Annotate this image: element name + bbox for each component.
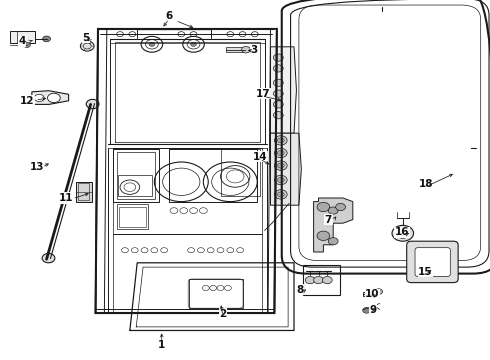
Polygon shape [270, 47, 296, 133]
Circle shape [277, 177, 284, 183]
Text: 14: 14 [252, 152, 267, 162]
Circle shape [317, 202, 330, 212]
Bar [189, 279, 243, 308]
Circle shape [336, 203, 345, 211]
Circle shape [277, 150, 284, 156]
Bar [113, 149, 159, 202]
Circle shape [274, 161, 287, 170]
Text: 1: 1 [158, 340, 165, 350]
Text: 2: 2 [220, 309, 226, 319]
Circle shape [328, 238, 338, 245]
Circle shape [277, 163, 284, 168]
Text: 10: 10 [365, 289, 380, 300]
Bar [303, 265, 340, 295]
Circle shape [392, 225, 414, 241]
Bar [118, 175, 152, 196]
Text: 6: 6 [166, 11, 172, 21]
Text: 8: 8 [296, 285, 303, 295]
Circle shape [273, 112, 283, 119]
Bar [363, 292, 372, 296]
Text: 3: 3 [250, 45, 257, 55]
Circle shape [34, 94, 44, 102]
Circle shape [274, 175, 287, 185]
Circle shape [273, 79, 283, 86]
Text: 18: 18 [419, 179, 434, 189]
Circle shape [86, 99, 99, 109]
Bar [78, 183, 89, 200]
Bar [76, 182, 92, 202]
Bar [119, 207, 146, 227]
Text: 15: 15 [418, 267, 433, 277]
Bar [117, 152, 155, 199]
Circle shape [80, 41, 94, 51]
Circle shape [277, 138, 284, 143]
Circle shape [42, 253, 55, 263]
Circle shape [48, 93, 60, 103]
Circle shape [274, 136, 287, 145]
Circle shape [396, 228, 410, 238]
Text: 12: 12 [20, 96, 34, 106]
Circle shape [322, 276, 332, 284]
Text: 4: 4 [18, 36, 26, 46]
Circle shape [149, 42, 155, 46]
Circle shape [273, 101, 283, 108]
Bar [169, 149, 257, 202]
Text: 9: 9 [370, 305, 377, 315]
Polygon shape [32, 91, 69, 104]
Bar [226, 47, 244, 52]
Circle shape [317, 231, 330, 240]
Bar [220, 149, 260, 196]
Bar [10, 31, 35, 43]
Circle shape [242, 46, 250, 53]
Text: 7: 7 [324, 215, 332, 225]
FancyBboxPatch shape [415, 248, 450, 276]
Circle shape [273, 54, 283, 61]
Circle shape [274, 148, 287, 158]
Text: 5: 5 [82, 33, 89, 43]
Text: 17: 17 [256, 89, 271, 99]
Text: 13: 13 [29, 162, 44, 172]
Circle shape [273, 90, 283, 97]
FancyBboxPatch shape [407, 241, 458, 283]
Circle shape [328, 207, 338, 214]
Text: 11: 11 [59, 193, 74, 203]
Circle shape [375, 289, 383, 294]
Polygon shape [314, 198, 353, 252]
Bar [117, 204, 148, 229]
Circle shape [277, 192, 284, 197]
Circle shape [274, 190, 287, 199]
Circle shape [24, 42, 30, 48]
Circle shape [314, 276, 323, 284]
Circle shape [43, 36, 50, 42]
Circle shape [363, 307, 370, 313]
Circle shape [273, 65, 283, 72]
Circle shape [399, 231, 406, 236]
Polygon shape [270, 133, 301, 205]
Circle shape [305, 276, 315, 284]
Circle shape [191, 42, 196, 46]
Text: 16: 16 [394, 227, 409, 237]
